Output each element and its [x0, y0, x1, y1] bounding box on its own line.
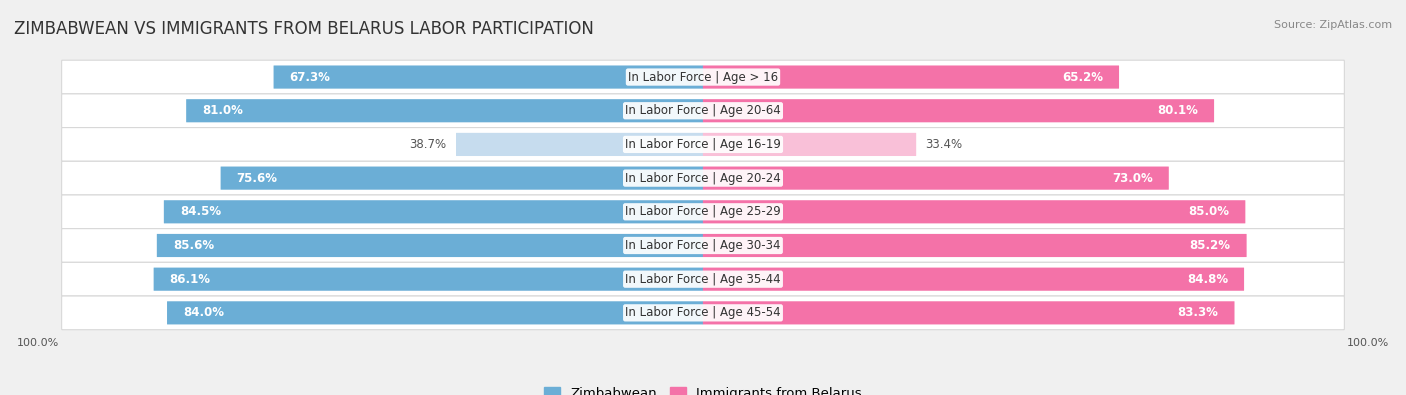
Text: In Labor Force | Age 20-24: In Labor Force | Age 20-24 [626, 171, 780, 184]
Text: 75.6%: 75.6% [236, 171, 278, 184]
FancyBboxPatch shape [221, 167, 703, 190]
Text: 86.1%: 86.1% [170, 273, 211, 286]
FancyBboxPatch shape [703, 234, 1247, 257]
FancyBboxPatch shape [62, 195, 1344, 229]
FancyBboxPatch shape [703, 267, 1244, 291]
Text: 65.2%: 65.2% [1062, 71, 1102, 84]
Text: 83.3%: 83.3% [1178, 307, 1219, 320]
Text: 80.1%: 80.1% [1157, 104, 1198, 117]
Text: 73.0%: 73.0% [1112, 171, 1153, 184]
Text: 84.8%: 84.8% [1187, 273, 1227, 286]
FancyBboxPatch shape [703, 133, 917, 156]
FancyBboxPatch shape [703, 66, 1119, 88]
Text: 33.4%: 33.4% [925, 138, 963, 151]
Text: 100.0%: 100.0% [1347, 338, 1389, 348]
Text: In Labor Force | Age 35-44: In Labor Force | Age 35-44 [626, 273, 780, 286]
FancyBboxPatch shape [703, 200, 1246, 224]
FancyBboxPatch shape [274, 66, 703, 88]
Text: 85.6%: 85.6% [173, 239, 214, 252]
Text: 67.3%: 67.3% [290, 71, 330, 84]
FancyBboxPatch shape [62, 262, 1344, 296]
FancyBboxPatch shape [62, 229, 1344, 262]
FancyBboxPatch shape [62, 296, 1344, 330]
FancyBboxPatch shape [703, 99, 1215, 122]
Text: In Labor Force | Age > 16: In Labor Force | Age > 16 [628, 71, 778, 84]
Text: In Labor Force | Age 16-19: In Labor Force | Age 16-19 [626, 138, 780, 151]
FancyBboxPatch shape [62, 128, 1344, 161]
Text: Source: ZipAtlas.com: Source: ZipAtlas.com [1274, 20, 1392, 30]
Text: 85.0%: 85.0% [1188, 205, 1229, 218]
Text: 84.0%: 84.0% [183, 307, 224, 320]
FancyBboxPatch shape [153, 267, 703, 291]
Text: 84.5%: 84.5% [180, 205, 221, 218]
Text: In Labor Force | Age 45-54: In Labor Force | Age 45-54 [626, 307, 780, 320]
Text: In Labor Force | Age 30-34: In Labor Force | Age 30-34 [626, 239, 780, 252]
Text: 81.0%: 81.0% [202, 104, 243, 117]
FancyBboxPatch shape [62, 60, 1344, 94]
Legend: Zimbabwean, Immigrants from Belarus: Zimbabwean, Immigrants from Belarus [538, 382, 868, 395]
Text: In Labor Force | Age 20-64: In Labor Force | Age 20-64 [626, 104, 780, 117]
Text: 85.2%: 85.2% [1189, 239, 1230, 252]
FancyBboxPatch shape [703, 167, 1168, 190]
FancyBboxPatch shape [703, 301, 1234, 324]
FancyBboxPatch shape [157, 234, 703, 257]
Text: 100.0%: 100.0% [17, 338, 59, 348]
Text: 38.7%: 38.7% [409, 138, 447, 151]
FancyBboxPatch shape [62, 161, 1344, 195]
FancyBboxPatch shape [456, 133, 703, 156]
Text: ZIMBABWEAN VS IMMIGRANTS FROM BELARUS LABOR PARTICIPATION: ZIMBABWEAN VS IMMIGRANTS FROM BELARUS LA… [14, 20, 593, 38]
FancyBboxPatch shape [165, 200, 703, 224]
FancyBboxPatch shape [186, 99, 703, 122]
FancyBboxPatch shape [62, 94, 1344, 128]
Text: In Labor Force | Age 25-29: In Labor Force | Age 25-29 [626, 205, 780, 218]
FancyBboxPatch shape [167, 301, 703, 324]
